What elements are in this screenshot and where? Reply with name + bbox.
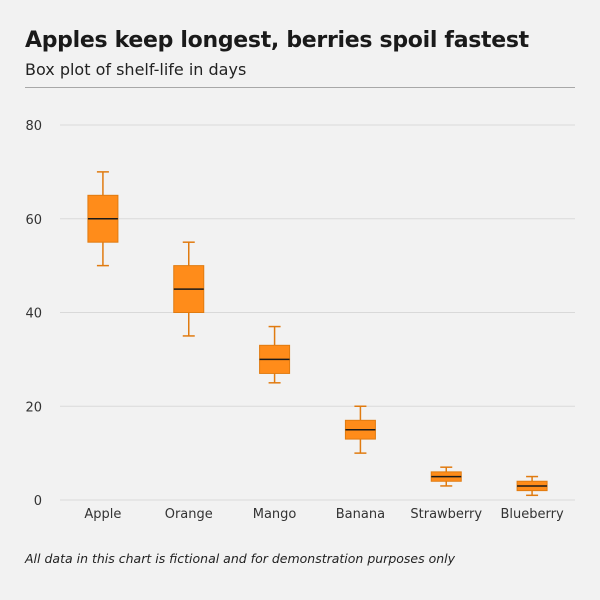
chart-subtitle: Box plot of shelf-life in days [25, 60, 247, 79]
x-tick-label-mango: Mango [253, 507, 297, 522]
y-tick-label-0: 0 [34, 494, 42, 509]
title-divider [25, 87, 575, 88]
footnote: All data in this chart is fictional and … [25, 551, 456, 566]
x-tick-label-orange: Orange [165, 507, 213, 522]
x-tick-label-blueberry: Blueberry [500, 507, 563, 522]
y-tick-label-60: 60 [25, 213, 42, 228]
y-tick-label-40: 40 [25, 307, 42, 322]
x-tick-label-apple: Apple [84, 507, 121, 522]
x-tick-label-strawberry: Strawberry [410, 507, 482, 522]
y-tick-label-20: 20 [25, 400, 42, 415]
y-tick-label-80: 80 [25, 119, 42, 134]
chart-title: Apples keep longest, berries spoil faste… [25, 28, 529, 53]
x-tick-label-banana: Banana [336, 507, 385, 522]
